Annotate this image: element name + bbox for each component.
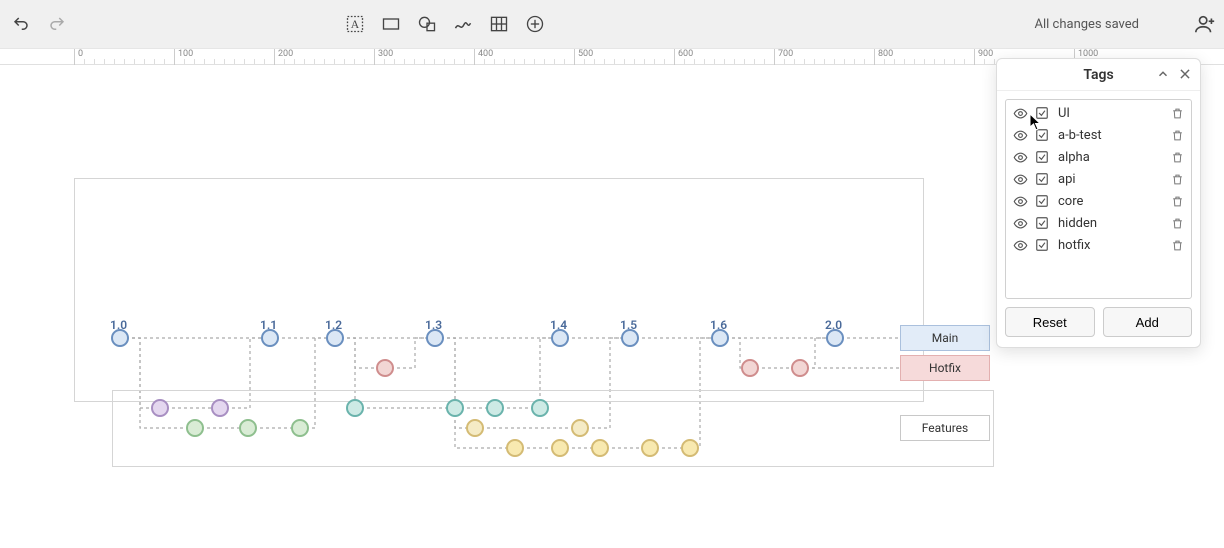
reset-button[interactable]: Reset <box>1005 307 1095 337</box>
delete-tag-icon[interactable] <box>1169 171 1185 187</box>
tag-label: hotfix <box>1058 238 1169 253</box>
mouse-cursor-icon <box>1029 113 1043 131</box>
branch-label-main[interactable]: Main <box>900 325 990 351</box>
tag-row: hidden <box>1006 212 1191 234</box>
add-person-icon[interactable] <box>1194 13 1216 35</box>
commit-node[interactable] <box>551 439 569 457</box>
commit-node[interactable] <box>531 399 549 417</box>
commit-node[interactable] <box>111 329 129 347</box>
tag-label: alpha <box>1058 150 1169 165</box>
add-button[interactable]: Add <box>1103 307 1193 337</box>
commit-node[interactable] <box>506 439 524 457</box>
visibility-toggle-icon[interactable] <box>1012 193 1028 209</box>
close-icon[interactable] <box>1176 65 1194 83</box>
tag-label: a-b-test <box>1058 128 1169 143</box>
add-tool-icon[interactable] <box>524 13 546 35</box>
shape-tools: A <box>344 13 546 35</box>
commit-node[interactable] <box>591 439 609 457</box>
tag-row: api <box>1006 168 1191 190</box>
collapse-icon[interactable] <box>1154 65 1172 83</box>
commit-node[interactable] <box>826 329 844 347</box>
tag-label: UI <box>1058 106 1169 121</box>
commit-node[interactable] <box>151 399 169 417</box>
history-group <box>10 13 68 35</box>
tag-checkbox[interactable] <box>1034 171 1050 187</box>
tag-checkbox[interactable] <box>1034 193 1050 209</box>
commit-node[interactable] <box>446 399 464 417</box>
branch-label-features[interactable]: Features <box>900 415 990 441</box>
commit-node[interactable] <box>376 359 394 377</box>
commit-node[interactable] <box>551 329 569 347</box>
tag-label: api <box>1058 172 1169 187</box>
tag-label: hidden <box>1058 216 1169 231</box>
tag-label: core <box>1058 194 1169 209</box>
branch-label-hotfix[interactable]: Hotfix <box>900 355 990 381</box>
svg-text:A: A <box>351 18 360 31</box>
rect-tool-icon[interactable] <box>380 13 402 35</box>
tags-panel-header: Tags <box>997 59 1200 91</box>
scribble-tool-icon[interactable] <box>452 13 474 35</box>
commit-node[interactable] <box>466 419 484 437</box>
tags-panel: Tags UIa-b-testalphaapicorehiddenhotfix … <box>996 58 1201 348</box>
visibility-toggle-icon[interactable] <box>1012 215 1028 231</box>
commit-node[interactable] <box>641 439 659 457</box>
tag-row: core <box>1006 190 1191 212</box>
undo-button[interactable] <box>10 13 32 35</box>
commit-node[interactable] <box>711 329 729 347</box>
save-status: All changes saved <box>1035 17 1140 32</box>
delete-tag-icon[interactable] <box>1169 237 1185 253</box>
visibility-toggle-icon[interactable] <box>1012 105 1028 121</box>
tags-panel-buttons: Reset Add <box>997 307 1200 347</box>
commit-node[interactable] <box>426 329 444 347</box>
delete-tag-icon[interactable] <box>1169 193 1185 209</box>
commit-node[interactable] <box>211 399 229 417</box>
redo-button[interactable] <box>46 13 68 35</box>
table-tool-icon[interactable] <box>488 13 510 35</box>
delete-tag-icon[interactable] <box>1169 149 1185 165</box>
commit-node[interactable] <box>291 419 309 437</box>
commit-node[interactable] <box>261 329 279 347</box>
visibility-toggle-icon[interactable] <box>1012 171 1028 187</box>
top-toolbar: A All changes saved <box>0 0 1224 49</box>
commit-node[interactable] <box>791 359 809 377</box>
visibility-toggle-icon[interactable] <box>1012 149 1028 165</box>
delete-tag-icon[interactable] <box>1169 127 1185 143</box>
tags-panel-title: Tags <box>1083 67 1113 83</box>
commit-node[interactable] <box>621 329 639 347</box>
tag-checkbox[interactable] <box>1034 237 1050 253</box>
visibility-toggle-icon[interactable] <box>1012 127 1028 143</box>
tag-row: alpha <box>1006 146 1191 168</box>
commit-node[interactable] <box>239 419 257 437</box>
tag-row: hotfix <box>1006 234 1191 256</box>
text-tool-icon[interactable]: A <box>344 13 366 35</box>
visibility-toggle-icon[interactable] <box>1012 237 1028 253</box>
commit-node[interactable] <box>681 439 699 457</box>
commit-node[interactable] <box>326 329 344 347</box>
tag-checkbox[interactable] <box>1034 149 1050 165</box>
commit-node[interactable] <box>346 399 364 417</box>
delete-tag-icon[interactable] <box>1169 105 1185 121</box>
commit-node[interactable] <box>486 399 504 417</box>
commit-node[interactable] <box>741 359 759 377</box>
commit-node[interactable] <box>571 419 589 437</box>
delete-tag-icon[interactable] <box>1169 215 1185 231</box>
shape-tool-icon[interactable] <box>416 13 438 35</box>
tag-checkbox[interactable] <box>1034 215 1050 231</box>
commit-node[interactable] <box>186 419 204 437</box>
